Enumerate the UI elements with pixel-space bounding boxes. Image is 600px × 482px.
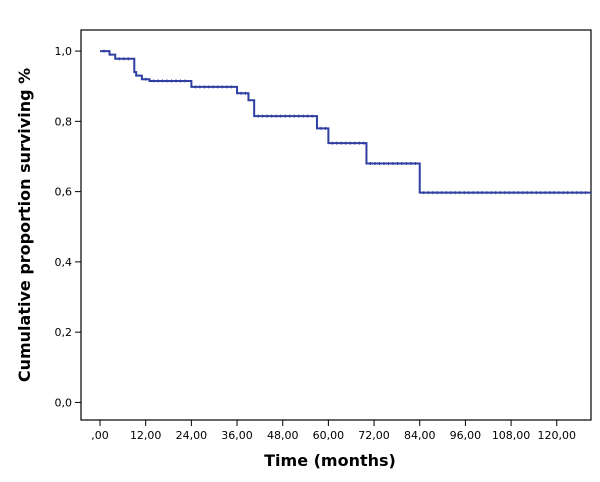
x-tick-label: 24,00 <box>176 429 208 442</box>
y-axis: 0,0 0,2 0,4 0,6 0,8 1,0 <box>55 45 81 409</box>
x-axis: ,00 12,00 24,00 36,00 48,00 60,00 72,00 84,00 96… <box>91 420 576 442</box>
x-tick-label: 72,00 <box>358 429 390 442</box>
x-tick-label: 48,00 <box>267 429 299 442</box>
y-tick-label: 0,0 <box>55 396 73 409</box>
x-tick-label: 120,00 <box>537 429 576 442</box>
series-layer <box>100 49 591 195</box>
x-tick-label: 108,00 <box>492 429 531 442</box>
x-tick-label: 36,00 <box>221 429 253 442</box>
y-tick-label: 1,0 <box>55 45 73 58</box>
x-tick-label: ,00 <box>91 429 109 442</box>
y-tick-label: 0,4 <box>55 256 73 269</box>
y-axis-title: Cumulative proportion surviving % <box>15 68 34 382</box>
x-tick-label: 96,00 <box>450 429 482 442</box>
survival-curve <box>100 50 591 194</box>
x-tick-label: 12,00 <box>130 429 162 442</box>
y-tick-label: 0,6 <box>55 186 73 199</box>
y-tick-label: 0,2 <box>55 326 73 339</box>
y-tick-label: 0,8 <box>55 115 73 128</box>
plot-frame <box>80 29 592 421</box>
x-tick-label: 60,00 <box>313 429 345 442</box>
x-axis-title: Time (months) <box>264 451 396 470</box>
x-tick-label: 84,00 <box>404 429 436 442</box>
